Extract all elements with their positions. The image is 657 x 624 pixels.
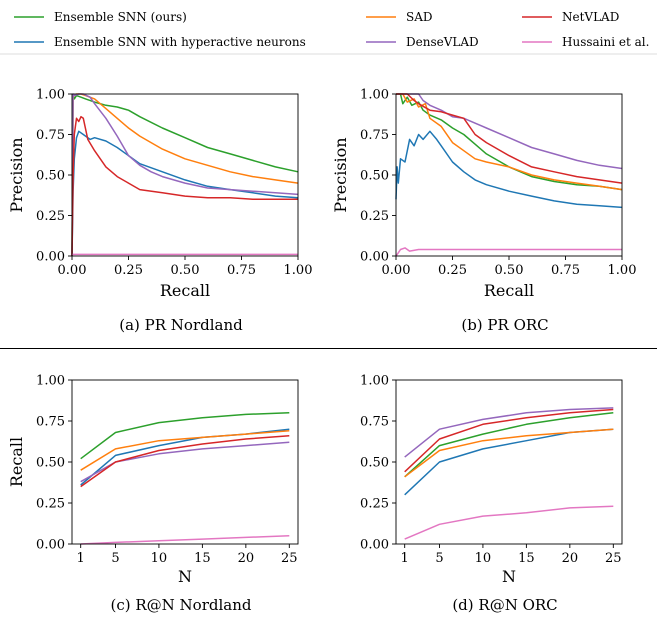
y-tick-label: 0.00 (36, 250, 65, 265)
y-tick-label: 0.75 (36, 415, 65, 430)
legend-item-hus: Hussaini et al. (522, 35, 649, 49)
subfigure-caption: (d) R@N ORC (452, 596, 557, 614)
x-tick-label: 0.50 (171, 263, 200, 278)
y-tick-label: 1.00 (36, 374, 65, 389)
x-tick-label: 5 (111, 551, 119, 566)
x-tick-label: 0.75 (227, 263, 256, 278)
x-tick-label: 20 (562, 551, 579, 566)
series-line-sad (80, 430, 290, 471)
series-line-ens (396, 93, 623, 191)
plot-frame (71, 379, 299, 545)
x-tick-label: 15 (194, 551, 211, 566)
series-group (404, 407, 614, 540)
x-tick-label: 1 (77, 551, 85, 566)
series-line-nv (396, 93, 623, 184)
series-line-nv (71, 115, 298, 257)
legend-item-sad: SAD (366, 10, 433, 24)
y-tick-label: 0.50 (360, 169, 389, 184)
legend-label-hyp: Ensemble SNN with hyperactive neurons (54, 35, 306, 49)
y-tick-label: 0.75 (36, 128, 65, 143)
y-tick-label: 0.25 (36, 497, 65, 512)
y-tick-label: 0.75 (360, 128, 389, 143)
y-tick-label: 0.00 (36, 538, 65, 553)
y-tick-label: 1.00 (36, 88, 65, 103)
x-tick-label: 10 (475, 551, 492, 566)
series-group (395, 93, 623, 257)
series-group (80, 412, 290, 545)
x-tick-label: 0.00 (58, 263, 87, 278)
series-line-hyp (404, 428, 614, 496)
series-line-dv (80, 441, 290, 483)
legend-label-hus: Hussaini et al. (562, 35, 649, 49)
panels: 0.00 0.25 0.50 0.75 1.00 0.00 0.25 0.50 0.75 1.00… (7, 88, 636, 615)
plot-frame (395, 379, 623, 545)
x-axis-label: N (502, 567, 516, 586)
x-tick-label: 15 (518, 551, 535, 566)
x-tick-label: 1.00 (284, 263, 313, 278)
series-line-hus (80, 535, 290, 545)
x-axis-label: Recall (160, 281, 210, 300)
x-tick-label: 0.00 (382, 263, 411, 278)
series-line-hus (395, 247, 622, 257)
y-tick-label: 0.50 (36, 169, 65, 184)
series-line-hus (404, 505, 614, 540)
panel-b: 0.00 0.25 0.50 0.75 1.00 0.00 0.25 0.50 0.75 1.00… (331, 88, 636, 335)
legend-item-nv: NetVLAD (522, 10, 619, 24)
series-line-dv (71, 93, 299, 257)
y-tick-label: 1.00 (360, 374, 389, 389)
y-tick-label: 0.00 (360, 250, 389, 265)
panel-a: 0.00 0.25 0.50 0.75 1.00 0.00 0.25 0.50 0.75 1.00… (7, 88, 312, 335)
y-axis-label: Precision (7, 137, 26, 212)
x-tick-label: 10 (151, 551, 168, 566)
y-tick-label: 0.00 (360, 538, 389, 553)
panel-c: 1 5 10 15 20 250.000.250.500.751.00NRecall(c)… (7, 374, 299, 614)
series-line-dv (396, 93, 623, 170)
y-tick-label: 0.50 (360, 456, 389, 471)
legend-item-ens: Ensemble SNN (ours) (14, 10, 187, 24)
subfigure-caption: (b) PR ORC (461, 316, 548, 334)
legend-item-hyp: Ensemble SNN with hyperactive neurons (14, 35, 306, 49)
legend-label-nv: NetVLAD (562, 10, 619, 24)
series-line-hyp (71, 130, 299, 257)
x-tick-label: 5 (435, 551, 443, 566)
legend-label-dv: DenseVLAD (406, 35, 479, 49)
series-line-sad (404, 428, 614, 478)
legend-item-dv: DenseVLAD (366, 35, 479, 49)
y-tick-label: 0.75 (360, 415, 389, 430)
series-line-ens (80, 412, 290, 460)
x-tick-label: 0.25 (438, 263, 467, 278)
series-group (71, 93, 299, 257)
x-tick-label: 1.00 (608, 263, 637, 278)
x-tick-label: 1 (401, 551, 409, 566)
y-tick-label: 0.25 (360, 497, 389, 512)
y-tick-label: 0.25 (36, 209, 65, 224)
panel-d: 1 5 10 15 20 250.000.250.500.751.00N(d) R@N O… (360, 374, 623, 614)
x-tick-label: 25 (281, 551, 298, 566)
x-axis-label: N (178, 567, 192, 586)
series-line-dv (404, 407, 614, 458)
x-tick-label: 0.50 (495, 263, 524, 278)
x-tick-label: 0.75 (551, 263, 580, 278)
y-tick-label: 0.50 (36, 456, 65, 471)
legend-label-sad: SAD (406, 10, 433, 24)
y-axis-label: Precision (331, 137, 350, 212)
series-line-ens (71, 94, 299, 257)
x-tick-label: 0.25 (114, 263, 143, 278)
series-line-sad (396, 93, 623, 191)
x-axis-label: Recall (484, 281, 534, 300)
legend-label-ens: Ensemble SNN (ours) (54, 10, 187, 24)
x-tick-label: 20 (238, 551, 255, 566)
y-tick-label: 0.25 (360, 209, 389, 224)
series-line-ens (404, 412, 614, 478)
subfigure-caption: (c) R@N Nordland (111, 596, 252, 614)
series-line-nv (404, 408, 614, 473)
legend: Ensemble SNN (ours) Ensemble SNN with hyp… (14, 10, 649, 49)
y-tick-label: 1.00 (360, 88, 389, 103)
subfigure-caption: (a) PR Nordland (119, 316, 243, 334)
x-tick-label: 25 (605, 551, 622, 566)
series-line-nv (80, 435, 290, 488)
series-line-hyp (395, 130, 623, 209)
y-axis-label: Recall (7, 437, 26, 487)
